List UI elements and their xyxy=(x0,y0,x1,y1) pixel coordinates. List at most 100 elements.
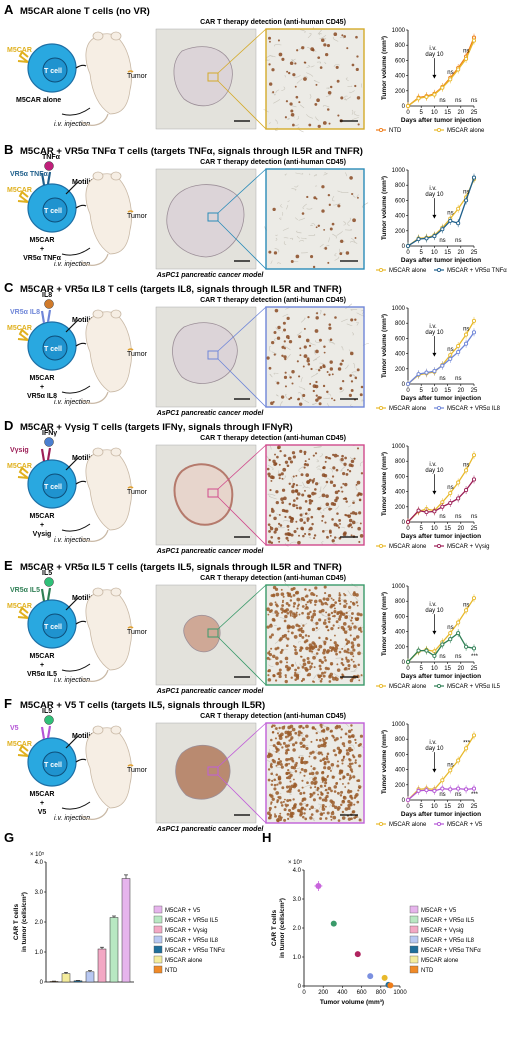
stained-cell xyxy=(344,807,349,811)
stained-cell xyxy=(290,595,293,598)
data-point xyxy=(464,332,469,337)
stained-cell xyxy=(274,308,279,313)
stained-cell xyxy=(293,529,297,534)
stained-cell xyxy=(295,484,298,487)
stained-cell xyxy=(345,657,348,661)
stained-cell xyxy=(306,601,309,604)
stained-cell xyxy=(324,741,327,744)
stained-cell xyxy=(300,646,304,650)
texture-fibre xyxy=(353,667,358,672)
iv-label: i.v. xyxy=(429,602,437,608)
m5car-receptor xyxy=(17,606,29,619)
stained-cell xyxy=(308,123,312,127)
stained-cell xyxy=(270,541,274,545)
data-point xyxy=(464,644,469,649)
texture-fibre xyxy=(339,248,344,253)
texture-fibre xyxy=(302,481,309,488)
stained-cell xyxy=(321,776,325,780)
stained-cell xyxy=(280,732,284,737)
texture-fibre xyxy=(347,590,352,597)
stained-cell xyxy=(295,520,298,523)
stained-cell xyxy=(342,621,347,626)
stained-cell xyxy=(342,532,347,537)
stained-cell xyxy=(323,784,327,788)
stained-cell xyxy=(306,359,310,363)
tcell-nucleus xyxy=(42,751,68,777)
stained-cell xyxy=(277,446,280,450)
stained-cell xyxy=(298,809,301,813)
stained-cell xyxy=(274,746,278,749)
stained-cell xyxy=(270,609,273,612)
micrograph-frame xyxy=(265,584,365,686)
stained-cell xyxy=(300,806,305,811)
stained-cell xyxy=(276,783,279,786)
stained-cell xyxy=(285,805,288,808)
stained-cell xyxy=(302,658,306,662)
stained-cell xyxy=(319,396,322,399)
stained-cell xyxy=(342,795,347,800)
stained-cell xyxy=(273,787,277,791)
legend-swatch xyxy=(409,965,419,974)
mouse-tail xyxy=(81,669,109,682)
stained-cell xyxy=(295,590,300,595)
day10-label: day 10 xyxy=(425,192,444,198)
texture-fibre xyxy=(346,223,350,227)
stained-cell xyxy=(314,728,317,731)
stained-cell xyxy=(352,660,355,663)
construct-label: M5CAR xyxy=(30,653,55,660)
stained-cell xyxy=(312,389,315,393)
y-tick-label: 1000 xyxy=(392,444,406,450)
stained-cell xyxy=(272,207,276,212)
stained-cell xyxy=(348,758,352,762)
stained-cell xyxy=(270,535,274,539)
stained-cell xyxy=(356,55,359,58)
stained-cell xyxy=(330,789,333,793)
stained-cell xyxy=(326,390,329,394)
stained-cell xyxy=(337,599,341,602)
mouse-body xyxy=(85,727,132,809)
stained-cell xyxy=(298,402,303,406)
stained-cell xyxy=(348,605,352,610)
stained-cell xyxy=(349,374,352,377)
multiplier-label: × 10⁵ xyxy=(30,851,45,858)
stained-cell xyxy=(312,384,317,388)
stained-cell xyxy=(312,655,316,660)
stained-cell xyxy=(325,755,329,758)
data-point xyxy=(432,234,437,239)
stained-cell xyxy=(330,762,335,767)
stained-cell xyxy=(340,728,343,731)
stained-cell xyxy=(319,817,323,821)
stained-cell xyxy=(333,785,338,789)
significance-label: ns xyxy=(447,347,453,353)
stained-cell xyxy=(351,520,356,525)
stained-cell xyxy=(327,193,331,197)
stained-cell xyxy=(294,671,297,675)
x-tick-label: 10 xyxy=(431,666,438,672)
stained-cell xyxy=(296,49,299,52)
data-point xyxy=(464,746,469,751)
stained-cell xyxy=(346,648,350,651)
x-tick-label: 200 xyxy=(318,990,329,996)
stained-cell xyxy=(353,457,356,460)
texture-fibre xyxy=(351,109,354,115)
stained-cell xyxy=(274,647,278,651)
x-tick-label: 10 xyxy=(431,388,438,394)
stained-cell xyxy=(284,515,287,519)
stained-cell xyxy=(319,679,323,683)
panel-title: M5CAR + VR5α IL5 T cells (targets IL5, s… xyxy=(20,562,342,573)
stained-cell xyxy=(275,613,279,617)
stained-cell xyxy=(329,480,334,484)
panel-letter: D xyxy=(4,418,13,433)
stained-cell xyxy=(331,475,335,478)
construct-label: M5CAR xyxy=(30,791,55,798)
stained-cell xyxy=(279,660,283,664)
stained-cell xyxy=(340,486,343,489)
texture-fibre xyxy=(332,195,335,202)
multiplier-label: × 10⁵ xyxy=(288,859,303,866)
panel-c: C M5CAR + VR5α IL8 T cells (targets IL8, … xyxy=(4,280,501,417)
stained-cell xyxy=(298,633,303,637)
stained-cell xyxy=(307,362,311,366)
texture-fibre xyxy=(275,237,278,241)
texture-fibre xyxy=(319,243,324,248)
